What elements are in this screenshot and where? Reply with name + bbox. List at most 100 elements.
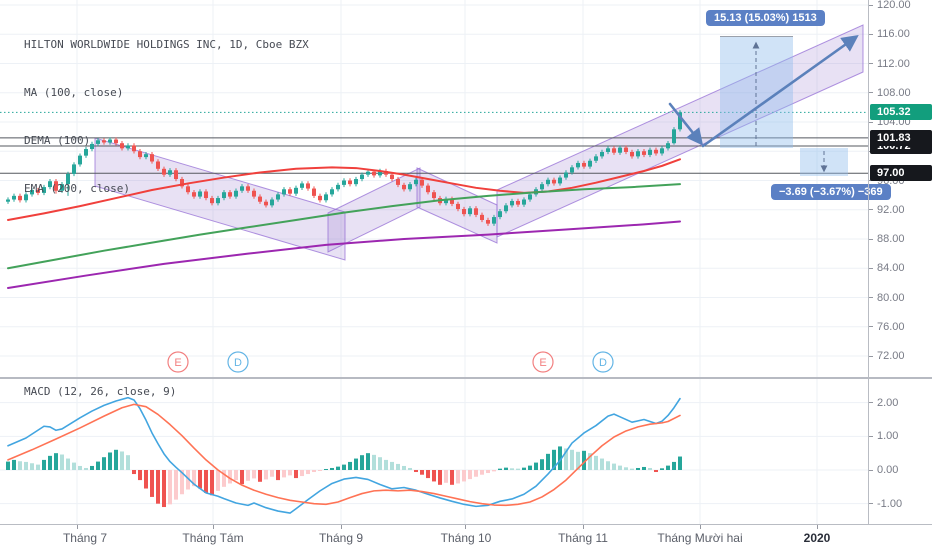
candle-body [576, 162, 580, 168]
price-axis[interactable]: 120.00116.00112.00108.00104.00100.0096.0… [868, 0, 932, 524]
macd-histogram-bar [624, 467, 628, 470]
axis-tick-label: 2.00 [869, 396, 898, 410]
macd-histogram-bar [432, 470, 436, 482]
earnings-marker-icon[interactable] [532, 351, 554, 373]
candle-body [396, 179, 400, 185]
candle-body [48, 181, 52, 188]
marker-letter: D [234, 357, 242, 369]
candle-body [150, 154, 154, 162]
trend-arrow-drawing[interactable] [701, 35, 859, 148]
candle-body [594, 156, 598, 161]
candle-body [54, 181, 58, 191]
dividend-marker-icon[interactable] [592, 351, 614, 373]
candle-body [24, 194, 28, 201]
indicator-dema100[interactable]: DEMA (100) [24, 134, 91, 147]
macd-histogram-bar [132, 470, 136, 475]
macd-histogram-bar [324, 468, 328, 470]
macd-histogram-bar [288, 470, 292, 476]
macd-histogram-bar [480, 470, 484, 475]
indicator-macd[interactable]: MACD (12, 26, close, 9) [24, 385, 177, 398]
macd-histogram-bar [312, 470, 316, 473]
axis-tick-label: 80.00 [869, 291, 905, 305]
candle-body [102, 140, 106, 143]
macd-histogram-bar [402, 465, 406, 470]
macd-histogram-bar [636, 467, 640, 470]
macd-histogram-bar [294, 470, 298, 479]
candle-body [600, 151, 604, 157]
macd-histogram-bar [252, 470, 256, 479]
macd-histogram-bar [666, 465, 670, 470]
macd-histogram-bar [444, 470, 448, 483]
macd-histogram-bar [90, 465, 94, 470]
candle-body [414, 179, 418, 185]
indicator-ma100[interactable]: MA (100, close) [24, 86, 124, 99]
candle-body [120, 143, 124, 149]
trend-arrow-drawing[interactable] [668, 102, 704, 146]
macd-histogram-bar [678, 456, 682, 470]
candle-body [474, 208, 478, 215]
measure-down-label[interactable]: −3.69 (−3.67%) −369 [771, 184, 891, 200]
candle-body [90, 143, 94, 150]
last-price-badge: 105.32 [870, 104, 932, 121]
candle-body [288, 189, 292, 194]
level-price-badge: 97.00 [870, 165, 932, 182]
macd-histogram-bar [600, 458, 604, 470]
macd-histogram-bar [612, 463, 616, 470]
candle-body [516, 200, 520, 205]
macd-histogram-bar [420, 470, 424, 475]
macd-histogram-bar [582, 450, 586, 470]
pane-separator[interactable] [0, 377, 932, 379]
indicator-ema200[interactable]: EMA (200, close) [24, 182, 130, 195]
macd-histogram-bar [144, 470, 148, 489]
macd-histogram-bar [18, 461, 22, 470]
tick-dash [869, 326, 873, 328]
candle-body [186, 186, 190, 193]
candle-body [444, 198, 448, 204]
macd-histogram-bar [492, 470, 496, 472]
dividend-marker-icon[interactable] [227, 351, 249, 373]
macd-histogram-bar [114, 449, 118, 470]
time-tick [213, 525, 214, 529]
macd-histogram-bar [108, 452, 112, 470]
candle-body [426, 185, 430, 193]
parallel-channel-drawing[interactable] [327, 167, 421, 253]
macd-histogram-bar [366, 453, 370, 470]
tick-dash [869, 33, 873, 35]
macd-histogram-bar [54, 453, 58, 470]
candle-body [228, 192, 232, 197]
symbol-title[interactable]: HILTON WORLDWIDE HOLDINGS INC, 1D, Cboe … [24, 38, 309, 51]
macd-histogram-bar [42, 459, 46, 470]
time-tick [817, 525, 818, 529]
candle-body [558, 177, 562, 184]
earnings-marker-icon[interactable] [167, 351, 189, 373]
macd-histogram-bar [30, 463, 34, 470]
candle-body [66, 173, 70, 185]
axis-tick-label: -1.00 [869, 497, 902, 511]
macd-pane[interactable] [0, 378, 868, 524]
candle-body [12, 195, 16, 200]
candle-body [570, 167, 574, 173]
macd-histogram-bar [246, 470, 250, 481]
marker-letter: E [539, 357, 546, 369]
candle-body [522, 199, 526, 205]
macd-histogram-bar [342, 464, 346, 470]
macd-histogram-bar [96, 461, 100, 470]
macd-histogram-bar [474, 470, 478, 477]
macd-histogram-bar [150, 470, 154, 497]
macd-histogram-bar [348, 461, 352, 470]
candle-body [660, 148, 664, 154]
candle-body [582, 162, 586, 167]
candle-body [324, 194, 328, 201]
candle-body [132, 145, 136, 152]
candle-body [84, 149, 88, 156]
candle-body [144, 154, 148, 158]
macd-histogram-bar [60, 454, 64, 470]
macd-histogram-bar [66, 458, 70, 470]
macd-histogram-bar [426, 470, 430, 479]
measure-up-label[interactable]: 15.13 (15.03%) 1513 [706, 10, 825, 26]
macd-histogram-bar [468, 470, 472, 480]
time-axis-label: Tháng 7 [62, 531, 108, 545]
time-axis[interactable]: Tháng 7 Tháng Tám Tháng 9 Tháng 10 Tháng 11 T… [0, 524, 932, 550]
macd-histogram-bar [24, 461, 28, 470]
